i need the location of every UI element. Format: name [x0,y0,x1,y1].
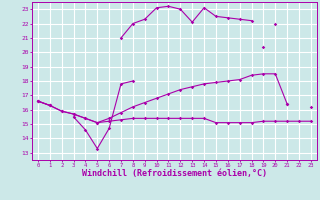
X-axis label: Windchill (Refroidissement éolien,°C): Windchill (Refroidissement éolien,°C) [82,169,267,178]
